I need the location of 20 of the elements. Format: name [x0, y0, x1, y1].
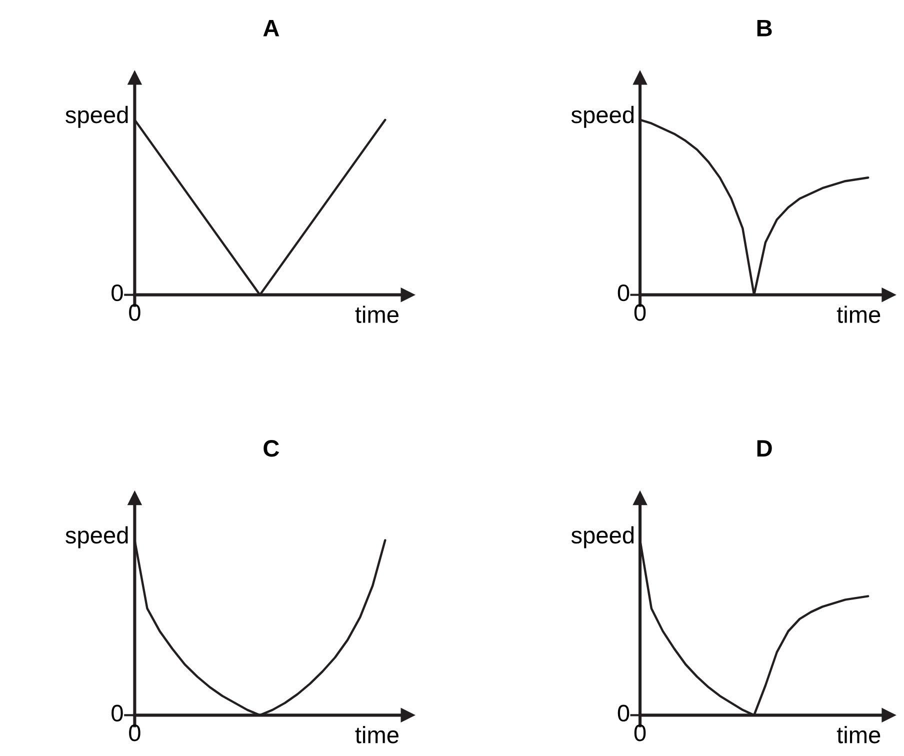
x-axis-title: time — [355, 726, 398, 744]
text: 0 — [618, 704, 630, 722]
text: 0 — [634, 724, 646, 742]
chart-title: D — [757, 440, 772, 457]
x-axis-title: time — [355, 306, 398, 324]
chart-title: A — [263, 20, 280, 36]
chart-title: C — [264, 440, 280, 457]
text: 0 — [634, 304, 646, 321]
y-axis-title: speed — [571, 106, 634, 128]
y-axis-title: speed — [66, 106, 128, 128]
chart-title: B — [757, 20, 772, 36]
x-axis-title: time — [836, 306, 880, 324]
text: 0 — [112, 704, 123, 722]
text: 0 — [618, 284, 630, 302]
x-axis-title: time — [836, 726, 880, 744]
text: 0 — [129, 724, 140, 742]
text: 0 — [112, 284, 123, 302]
text: 0 — [129, 304, 140, 321]
y-axis-title: speed — [571, 526, 634, 548]
y-axis-title: speed — [66, 526, 128, 548]
